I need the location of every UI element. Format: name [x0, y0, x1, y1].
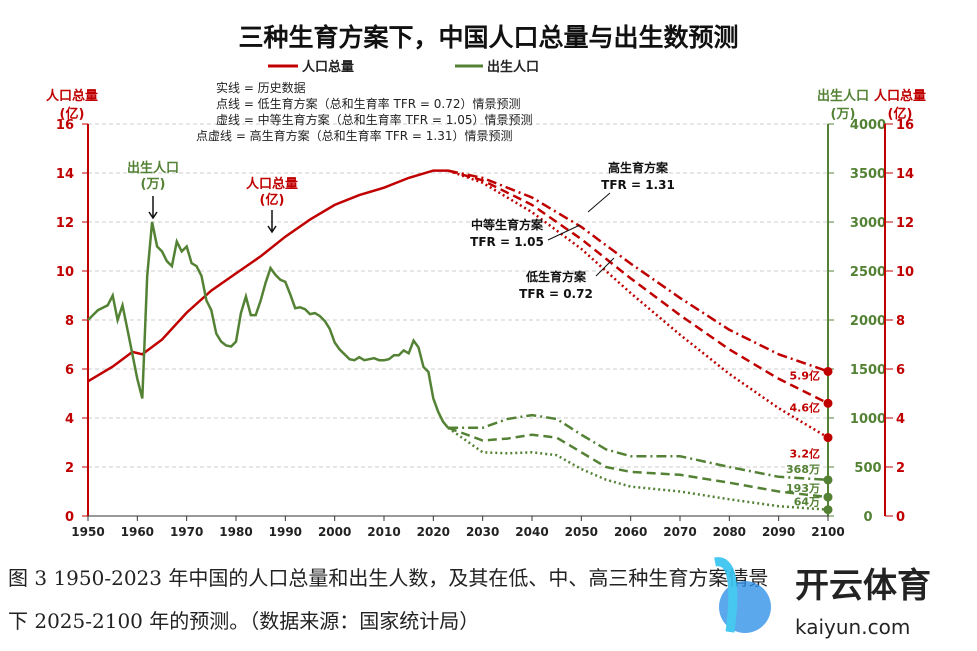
right-pop-tick-label: 0: [896, 510, 905, 525]
scenario-annotation-medium: 中等生育方案: [471, 217, 544, 232]
population-history-line: [87, 169, 449, 383]
x-tick-label: 2060: [614, 525, 647, 539]
births-tick-label: 500: [854, 461, 881, 476]
right-pop-axis-title: (亿): [888, 106, 913, 122]
births-tick-label: 3500: [850, 167, 886, 182]
right-pop-tick-label: 12: [896, 216, 914, 231]
x-tick-label: 2070: [663, 525, 696, 539]
left-tick-label: 12: [56, 216, 74, 231]
births-axis-title: (万): [831, 107, 856, 122]
births-tick-label: 1500: [850, 363, 886, 378]
births-axis-title: 出生人口: [817, 88, 869, 104]
line-style-note: 点线 = 低生育方案（总和生育率 TFR = 0.72）情景预测: [216, 96, 520, 111]
right-pop-tick-label: 14: [896, 167, 914, 182]
scenario-annotation-medium: TFR = 1.05: [470, 235, 544, 249]
caption-line-1: 图 3 1950-2023 年中国的人口总量和出生人数，及其在低、中、高三种生育…: [8, 566, 769, 590]
population-projection-0: [447, 169, 829, 373]
births-tick-label: 0: [863, 510, 872, 525]
left-tick-label: 14: [56, 167, 74, 182]
population-annotation: 人口总量: [246, 176, 298, 192]
caption-line-2: 下 2025-2100 年的预测。（数据来源：国家统计局）: [8, 609, 480, 633]
population-end-marker: [823, 366, 833, 376]
chart-canvas: 0 2 4 6 8 10 12 14 16 0 500 1000 1500 2000 2500 3000 350…: [46, 59, 926, 539]
births-end-label: 193万: [786, 482, 820, 495]
x-tick-label: 2030: [466, 525, 499, 539]
births-tick-label: 2000: [850, 314, 886, 329]
annotation-leader: [595, 257, 615, 277]
births-annotation: (万): [141, 177, 166, 192]
births-end-label: 368万: [786, 463, 820, 476]
births-tick-label: 4000: [850, 118, 886, 133]
population-end-marker: [823, 398, 833, 408]
population-projection-1: [447, 169, 829, 405]
scenario-annotation-high: 高生育方案: [608, 160, 669, 175]
births-projection-0: [448, 413, 829, 482]
population-projection-2: [447, 169, 829, 439]
left-tick-label: 16: [56, 118, 74, 133]
line-style-note: 虚线 = 中等生育方案（总和生育率 TFR = 1.05）情景预测: [216, 112, 532, 127]
right-pop-tick-label: 16: [896, 118, 914, 133]
births-projection-1: [447, 426, 829, 499]
x-tick-label: 1970: [170, 525, 203, 539]
legend-label-births: 出生人口: [487, 59, 539, 75]
left-axis-title: (亿): [60, 106, 85, 122]
x-tick-label: 2040: [515, 525, 548, 539]
left-tick-label: 2: [65, 461, 74, 476]
x-tick-label: 2000: [318, 525, 351, 539]
chart-title: 三种生育方案下，中国人口总量与出生数预测: [238, 23, 739, 52]
x-tick-label: 2100: [811, 525, 844, 539]
line-style-note: 实线 = 历史数据: [216, 80, 306, 95]
x-tick-label: 2050: [565, 525, 598, 539]
right-pop-tick-label: 8: [896, 314, 905, 329]
watermark-brand: 开云体育: [795, 566, 931, 606]
population-end-marker: [823, 433, 833, 443]
left-axis-title: 人口总量: [46, 88, 98, 104]
left-tick-label: 0: [65, 510, 74, 525]
line-style-note: 点虚线 = 高生育方案（总和生育率 TFR = 1.31）情景预测: [196, 128, 512, 143]
births-tick-label: 2500: [850, 265, 886, 280]
population-annotation: (亿): [260, 192, 285, 208]
scenario-annotation-high: TFR = 1.31: [601, 178, 675, 192]
births-history-line: [87, 221, 450, 429]
births-end-label: 64万: [794, 496, 820, 509]
legend-label-population: 人口总量: [302, 59, 354, 75]
births-end-marker: [823, 475, 833, 485]
births-tick-label: 3000: [850, 216, 886, 231]
right-pop-tick-label: 6: [896, 363, 905, 378]
x-tick-label: 1990: [269, 525, 302, 539]
births-tick-label: 1000: [850, 412, 886, 427]
births-projection-2: [447, 426, 829, 511]
right-pop-tick-label: 2: [896, 461, 905, 476]
annotation-leader: [547, 224, 581, 241]
left-tick-label: 10: [56, 265, 74, 280]
scenario-annotation-low: TFR = 0.72: [519, 287, 593, 301]
left-tick-label: 6: [65, 363, 74, 378]
x-tick-label: 1980: [219, 525, 252, 539]
births-annotation: 出生人口: [127, 160, 179, 176]
right-pop-axis-title: 人口总量: [874, 88, 926, 104]
population-end-label: 3.2亿: [790, 447, 821, 461]
x-tick-label: 2010: [367, 525, 400, 539]
right-pop-tick-label: 4: [896, 412, 905, 427]
scenario-annotation-low: 低生育方案: [525, 269, 587, 284]
right-pop-tick-label: 10: [896, 265, 914, 280]
x-tick-label: 2090: [762, 525, 795, 539]
watermark-url: kaiyun.com: [795, 615, 910, 639]
arrow-icon: [148, 196, 158, 220]
x-tick-label: 1960: [121, 525, 154, 539]
left-tick-label: 8: [65, 314, 74, 329]
population-end-label: 5.9亿: [790, 368, 821, 382]
annotation-leader: [587, 192, 611, 213]
births-end-marker: [823, 492, 833, 502]
population-end-label: 4.6亿: [790, 400, 821, 414]
x-tick-label: 2020: [417, 525, 450, 539]
left-tick-label: 4: [65, 412, 74, 427]
watermark-logo: 开云体育 kaiyun.com: [714, 557, 931, 639]
x-tick-label: 2080: [713, 525, 746, 539]
arrow-icon: [267, 210, 277, 234]
births-end-marker: [823, 505, 833, 515]
x-tick-label: 1950: [71, 525, 104, 539]
